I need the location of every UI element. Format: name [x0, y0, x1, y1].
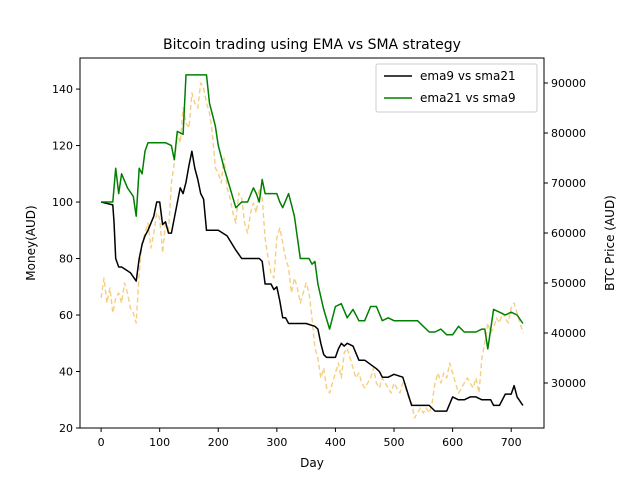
- chart-title: Bitcoin trading using EMA vs SMA strateg…: [163, 37, 461, 53]
- y-tick-label: 100: [52, 196, 73, 209]
- y2-tick-label: 60000: [551, 227, 586, 240]
- y-axis-ticks: 20 40 60 80 100 120 140: [52, 83, 80, 435]
- y2-tick-label: 40000: [551, 327, 586, 340]
- x-tick-label: 0: [98, 436, 105, 449]
- x-tick-label: 200: [208, 436, 229, 449]
- y2-tick-label: 70000: [551, 177, 586, 190]
- y2-axis-label: BTC Price (AUD): [603, 195, 617, 291]
- series-line-ema21-vs-sma9: [101, 74, 524, 350]
- legend-label-ema9-vs-sma21: ema9 vs sma21: [420, 69, 516, 83]
- y-tick-label: 120: [52, 140, 73, 153]
- plot-frame: [79, 57, 545, 429]
- y2-tick-label: 50000: [551, 277, 586, 290]
- y-tick-label: 20: [59, 422, 73, 435]
- y-tick-label: 40: [59, 366, 73, 379]
- x-tick-label: 400: [325, 436, 346, 449]
- y-axis-label: Money(AUD): [24, 205, 38, 280]
- y2-tick-label: 30000: [551, 377, 586, 390]
- plot-area: [79, 57, 545, 429]
- series-line-btc-price: [100, 82, 524, 419]
- series-line-ema9-vs-sma21: [100, 150, 524, 412]
- series-layer: [100, 74, 524, 419]
- x-tick-label: 700: [501, 436, 522, 449]
- y2-axis-ticks: 30000 40000 50000 60000 70000 80000 90000: [544, 77, 586, 390]
- y2-tick-label: 90000: [551, 77, 586, 90]
- x-tick-label: 100: [149, 436, 170, 449]
- x-axis-ticks: 0 100 200 300 400 500 600 700: [98, 428, 522, 449]
- x-tick-label: 500: [384, 436, 405, 449]
- legend-label-ema21-vs-sma9: ema21 vs sma9: [420, 91, 516, 105]
- x-tick-label: 300: [266, 436, 287, 449]
- x-tick-label: 600: [442, 436, 463, 449]
- y-tick-label: 140: [52, 83, 73, 96]
- y-tick-label: 80: [59, 253, 73, 266]
- x-axis-label: Day: [300, 456, 324, 470]
- legend: ema9 vs sma21 ema21 vs sma9: [375, 63, 538, 113]
- y-tick-label: 60: [59, 309, 73, 322]
- y2-tick-label: 80000: [551, 127, 586, 140]
- legend-box: [375, 63, 538, 113]
